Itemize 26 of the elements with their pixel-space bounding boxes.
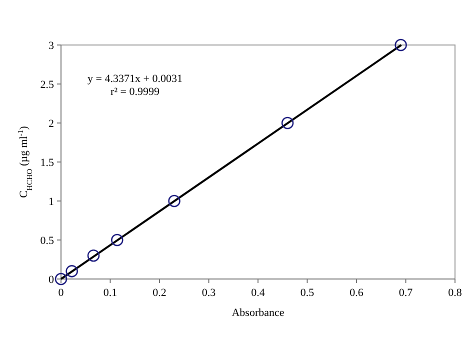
x-tick-label: 0.6 (350, 287, 364, 299)
y-tick-label: 1 (48, 196, 54, 208)
point (66, 265, 78, 278)
annotation: y = 4.3371x + 0.0031 (88, 73, 182, 85)
y-tick-label: 2 (48, 118, 54, 130)
y-tick-label: 1.5 (40, 157, 54, 169)
x-axis-title: Absorbance (232, 307, 284, 319)
x-tick-label: 0.1 (103, 287, 118, 299)
x-tick-label: 0.4 (251, 287, 266, 299)
point (110, 234, 124, 246)
point (168, 194, 180, 208)
x-tick-label: 0.5 (300, 287, 315, 299)
y-tick-label: 0 (48, 274, 54, 286)
point (394, 38, 407, 52)
x-tick-label: 0.8 (448, 287, 462, 299)
x-tick-label: 0.7 (398, 287, 414, 299)
y-tick-label: 3 (48, 40, 54, 52)
x-tick-label: 0.3 (202, 287, 216, 299)
x-tick-label: 0.2 (152, 287, 166, 299)
y-tick-label: 0.5 (40, 235, 54, 247)
point (54, 272, 68, 286)
y-tick-label: 2.5 (40, 79, 54, 91)
x-tick-label: 0 (58, 287, 64, 299)
point (87, 249, 100, 262)
annotation: r² = 0.9999 (110, 86, 160, 98)
point (281, 116, 294, 130)
